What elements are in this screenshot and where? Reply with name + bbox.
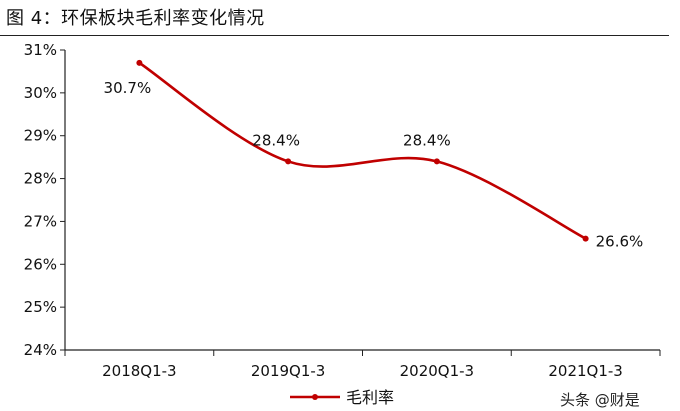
y-tick-label: 25% [24, 298, 57, 316]
x-tick-label: 2021Q1-3 [548, 362, 622, 380]
x-tick-label: 2020Q1-3 [400, 362, 474, 380]
data-label: 30.7% [104, 79, 152, 97]
x-axis-ticks: 2018Q1-3 2019Q1-3 2020Q1-3 2021Q1-3 [64, 350, 661, 380]
series-layer: 30.7% 28.4% 28.4% 26.6% [104, 59, 644, 251]
watermark-text: 头条 @财是 [560, 391, 640, 409]
y-tick-label: 30% [24, 84, 57, 102]
y-axis-ticks: 24% 25% 26% 27% 28% 29% 30% 31% [24, 41, 65, 359]
legend: 毛利率 [290, 388, 394, 407]
legend-swatch-marker [312, 394, 318, 400]
data-label: 28.4% [403, 131, 451, 149]
series-line [138, 61, 587, 240]
data-label: 26.6% [596, 233, 644, 251]
data-point [285, 158, 292, 165]
data-point [582, 235, 589, 242]
y-tick-label: 29% [24, 127, 57, 145]
chart-axes [64, 50, 660, 351]
data-point [433, 158, 440, 165]
y-tick-label: 24% [24, 341, 57, 359]
title-divider [0, 35, 669, 36]
x-tick-label: 2019Q1-3 [251, 362, 325, 380]
page-title: 图 4：环保板块毛利率变化情况 [6, 8, 265, 29]
data-point [136, 59, 143, 66]
y-tick-label: 31% [24, 41, 57, 59]
y-tick-label: 28% [24, 170, 57, 188]
y-tick-label: 26% [24, 255, 57, 273]
x-tick-label: 2018Q1-3 [102, 362, 176, 380]
legend-label: 毛利率 [346, 388, 394, 407]
y-tick-label: 27% [24, 212, 57, 230]
data-label: 28.4% [252, 131, 300, 149]
